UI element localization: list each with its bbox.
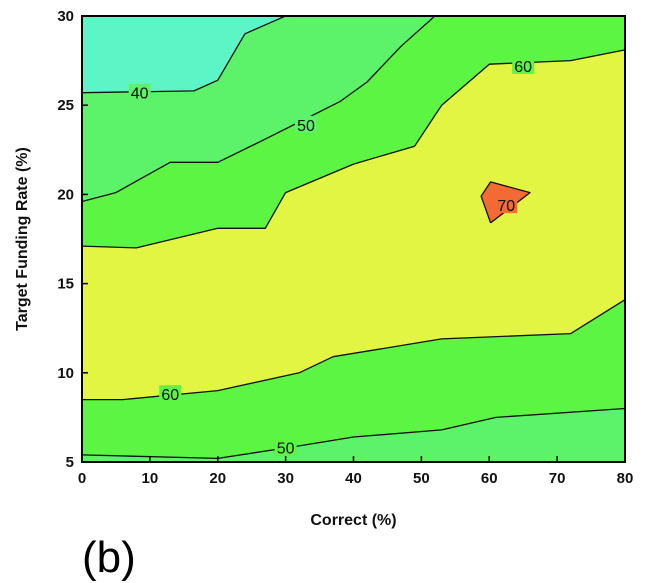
contour-label-bg [128,83,151,101]
x-tick-label-0: 0 [78,470,86,487]
contour-label-bg [274,438,297,456]
y-tick-labels: 5 10 15 20 25 30 [57,8,74,471]
y-tick-label-5: 5 [66,454,74,471]
contour-label-bg [159,385,182,403]
y-tick-label-30: 30 [57,8,74,25]
x-tick-label-20: 20 [209,470,226,487]
y-tick-label-25: 25 [57,97,74,114]
contour-label-bg [512,56,535,74]
y-tick-label-20: 20 [57,186,74,203]
band-40-50-bottom [82,408,625,462]
contour-label-bg [294,115,317,133]
panel-label: (b) [82,533,136,582]
band-below-40 [82,16,286,93]
y-tick-label-10: 10 [57,365,74,382]
x-tick-label-30: 30 [277,470,294,487]
contour-label-60: 60 [514,59,532,76]
x-tick-label-80: 80 [617,470,634,487]
contour-line-50-1 [81,15,436,203]
contour-label-70: 70 [497,198,515,215]
contour-label-bg [495,196,518,214]
contour-line-60-3 [82,299,626,401]
contour-label-50: 50 [297,118,315,135]
contour-label-50: 50 [277,441,295,458]
x-tick-label-70: 70 [549,470,566,487]
x-tick-label-60: 60 [481,470,498,487]
contour-labels: 40 50 60 60 50 70 [128,56,535,458]
band-60-70 [82,49,625,400]
y-axis-title: Target Funding Rate (%) [14,147,31,331]
x-axis-title: Correct (%) [310,512,396,529]
contour-label-60: 60 [161,387,179,404]
x-tick-label-10: 10 [142,470,159,487]
contour-label-40: 40 [131,86,149,103]
x-tick-label-50: 50 [413,470,430,487]
contour-line-40-0 [81,15,286,94]
axis-ticks [81,15,626,463]
y-tick-label-15: 15 [57,276,74,293]
x-tick-label-40: 40 [345,470,362,487]
x-tick-labels: 0 10 20 30 40 50 60 70 80 [78,470,634,487]
